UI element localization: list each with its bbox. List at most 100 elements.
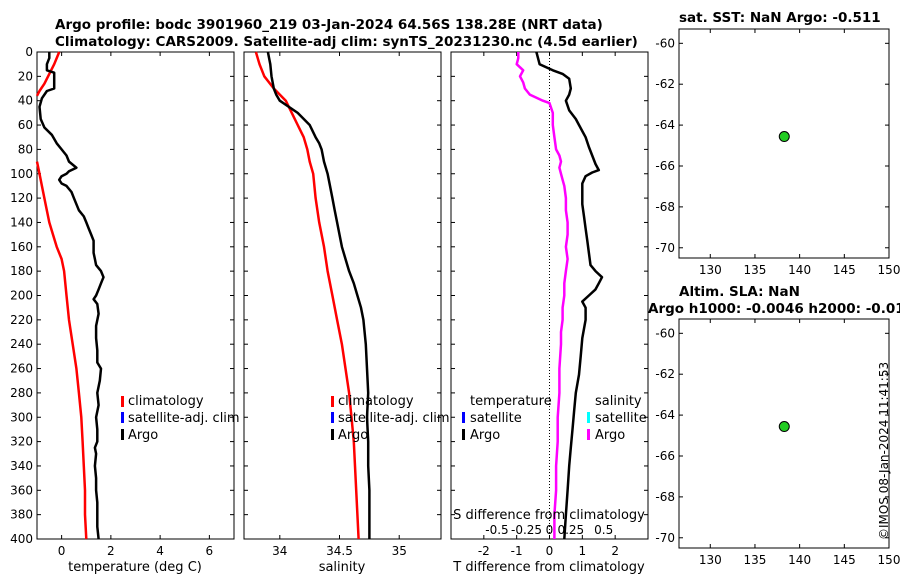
series-line-argo — [38, 52, 105, 540]
lat-tick-label: -68 — [655, 490, 675, 504]
sla-map-frame — [678, 318, 890, 549]
depth-tick-label: 240 — [10, 337, 33, 351]
lat-tick-label: -62 — [655, 367, 675, 381]
depth-tick-label: 300 — [10, 410, 33, 424]
depth-tick-label: 220 — [10, 313, 33, 327]
lon-tick-label: 130 — [699, 553, 722, 567]
x-tick-label: -2 — [478, 544, 490, 558]
depth-tick-label: 320 — [10, 435, 33, 449]
legend-swatch-argo — [331, 429, 334, 440]
legend-label-t-argo: Argo — [470, 428, 500, 443]
sst-map-frame — [678, 28, 890, 259]
series-line-climatology — [35, 51, 61, 97]
lat-tick-label: -60 — [655, 326, 675, 340]
temperature-xlabel: temperature (deg C) — [68, 560, 202, 575]
lon-tick-label: 135 — [744, 553, 767, 567]
s-difference-tick-label: -0.25 — [511, 523, 542, 537]
sla-map-panel: -60 -62 -64 -66 -68 -70 130 135 140 145 150 Altim.… — [648, 284, 900, 567]
x-tick-label: 0 — [546, 544, 554, 558]
lon-tick-label: 135 — [744, 263, 767, 277]
difference-xlabel: T difference from climatology — [452, 560, 645, 575]
depth-tick-label: 260 — [10, 362, 33, 376]
lat-tick-label: -60 — [655, 36, 675, 50]
legend-label-temperature: temperature — [470, 394, 552, 409]
series-line-s-argo — [515, 52, 569, 539]
x-tick-label: 34 — [272, 544, 287, 558]
lon-tick-label: 130 — [699, 263, 722, 277]
lon-tick-label: 150 — [878, 263, 900, 277]
legend-swatch-argo — [121, 429, 124, 440]
x-tick-label: 6 — [206, 544, 214, 558]
argo-location-marker — [778, 131, 790, 143]
temperature-axes-frame — [36, 51, 235, 540]
temperature-legend: climatology satellite-adj. clim Argo — [121, 394, 240, 443]
legend-swatch-climatology — [331, 396, 334, 407]
legend-label-climatology: climatology — [338, 394, 414, 409]
sla-map-title-line1: Altim. SLA: NaN — [679, 284, 800, 300]
depth-tick-label: 160 — [10, 240, 33, 254]
depth-tick-label: 60 — [18, 118, 33, 132]
difference-panel: -2 -1 0 1 2 -0.5 -0.25 0 0.25 0.5 S difference fr… — [450, 51, 649, 575]
lat-tick-label: -70 — [655, 531, 675, 545]
s-difference-tick-label: -0.5 — [485, 523, 508, 537]
s-difference-tick-label: 0.5 — [594, 523, 613, 537]
depth-tick-label: 340 — [10, 459, 33, 473]
figure-title-line2: Climatology: CARS2009. Satellite-adj cli… — [55, 34, 638, 50]
s-difference-tick-label: 0 — [546, 523, 554, 537]
salinity-legend: climatology satellite-adj. clim Argo — [331, 394, 450, 443]
sst-map-panel: -60 -62 -64 -66 -68 -70 130 135 140 145 150 sat. S… — [655, 10, 900, 277]
series-line-t-argo — [535, 51, 604, 540]
temperature-panel: 0204060801001201401601802002202402602803… — [10, 45, 240, 575]
figure-title-line1: Argo profile: bodc 3901960_219 03-Jan-20… — [55, 17, 603, 33]
s-difference-tick-label: 0.25 — [557, 523, 584, 537]
legend-label-satellite: satellite-adj. clim — [128, 411, 240, 426]
depth-tick-label: 120 — [10, 191, 33, 205]
salinity-axes-frame — [243, 51, 442, 540]
x-tick-label: 2 — [611, 544, 619, 558]
lon-tick-label: 145 — [833, 553, 856, 567]
x-tick-label: 2 — [107, 544, 115, 558]
lat-tick-label: -64 — [655, 408, 675, 422]
depth-tick-label: 100 — [10, 167, 33, 181]
legend-label-s-argo: Argo — [595, 428, 625, 443]
x-tick-label: 35 — [392, 544, 407, 558]
depth-tick-label: 20 — [18, 69, 33, 83]
legend-label-climatology: climatology — [128, 394, 204, 409]
salinity-panel: 34 34.5 35 salinity climatology satellite-… — [243, 51, 450, 575]
legend-swatch-s-satellite — [587, 412, 590, 423]
series-line-climatology — [254, 51, 360, 540]
depth-tick-label: 360 — [10, 483, 33, 497]
legend-swatch-satellite — [121, 412, 124, 423]
series-line-climatology — [35, 161, 88, 540]
legend-label-salinity: salinity — [595, 394, 642, 409]
series-line-argo — [266, 51, 371, 539]
legend-swatch-climatology — [121, 396, 124, 407]
lon-tick-label: 145 — [833, 263, 856, 277]
lat-tick-label: -66 — [655, 159, 675, 173]
x-tick-label: 34.5 — [326, 544, 353, 558]
depth-tick-label: 80 — [18, 142, 33, 156]
depth-tick-label: 140 — [10, 215, 33, 229]
lon-tick-label: 140 — [788, 553, 811, 567]
legend-label-satellite: satellite-adj. clim — [338, 411, 450, 426]
depth-tick-label: 400 — [10, 532, 33, 546]
imos-timestamp-stamp: ©IMOS 08-Jan-2024 11:41:53 — [877, 362, 891, 540]
lat-tick-label: -68 — [655, 200, 675, 214]
lat-tick-label: -70 — [655, 241, 675, 255]
x-tick-label: 4 — [156, 544, 164, 558]
depth-tick-label: 200 — [10, 289, 33, 303]
legend-swatch-t-satellite — [462, 412, 465, 423]
lat-tick-label: -62 — [655, 77, 675, 91]
lon-tick-label: 150 — [878, 553, 900, 567]
legend-label-argo: Argo — [338, 428, 368, 443]
x-tick-label: 0 — [58, 544, 66, 558]
difference-top-label: S difference from climatology — [453, 508, 645, 523]
salinity-xlabel: salinity — [319, 560, 366, 575]
legend-swatch-t-argo — [462, 429, 465, 440]
argo-location-marker — [778, 421, 790, 433]
difference-legend: temperature satellite Argo salinity sate… — [462, 394, 647, 443]
depth-tick-label: 380 — [10, 508, 33, 522]
legend-swatch-s-argo — [587, 429, 590, 440]
depth-tick-label: 180 — [10, 264, 33, 278]
